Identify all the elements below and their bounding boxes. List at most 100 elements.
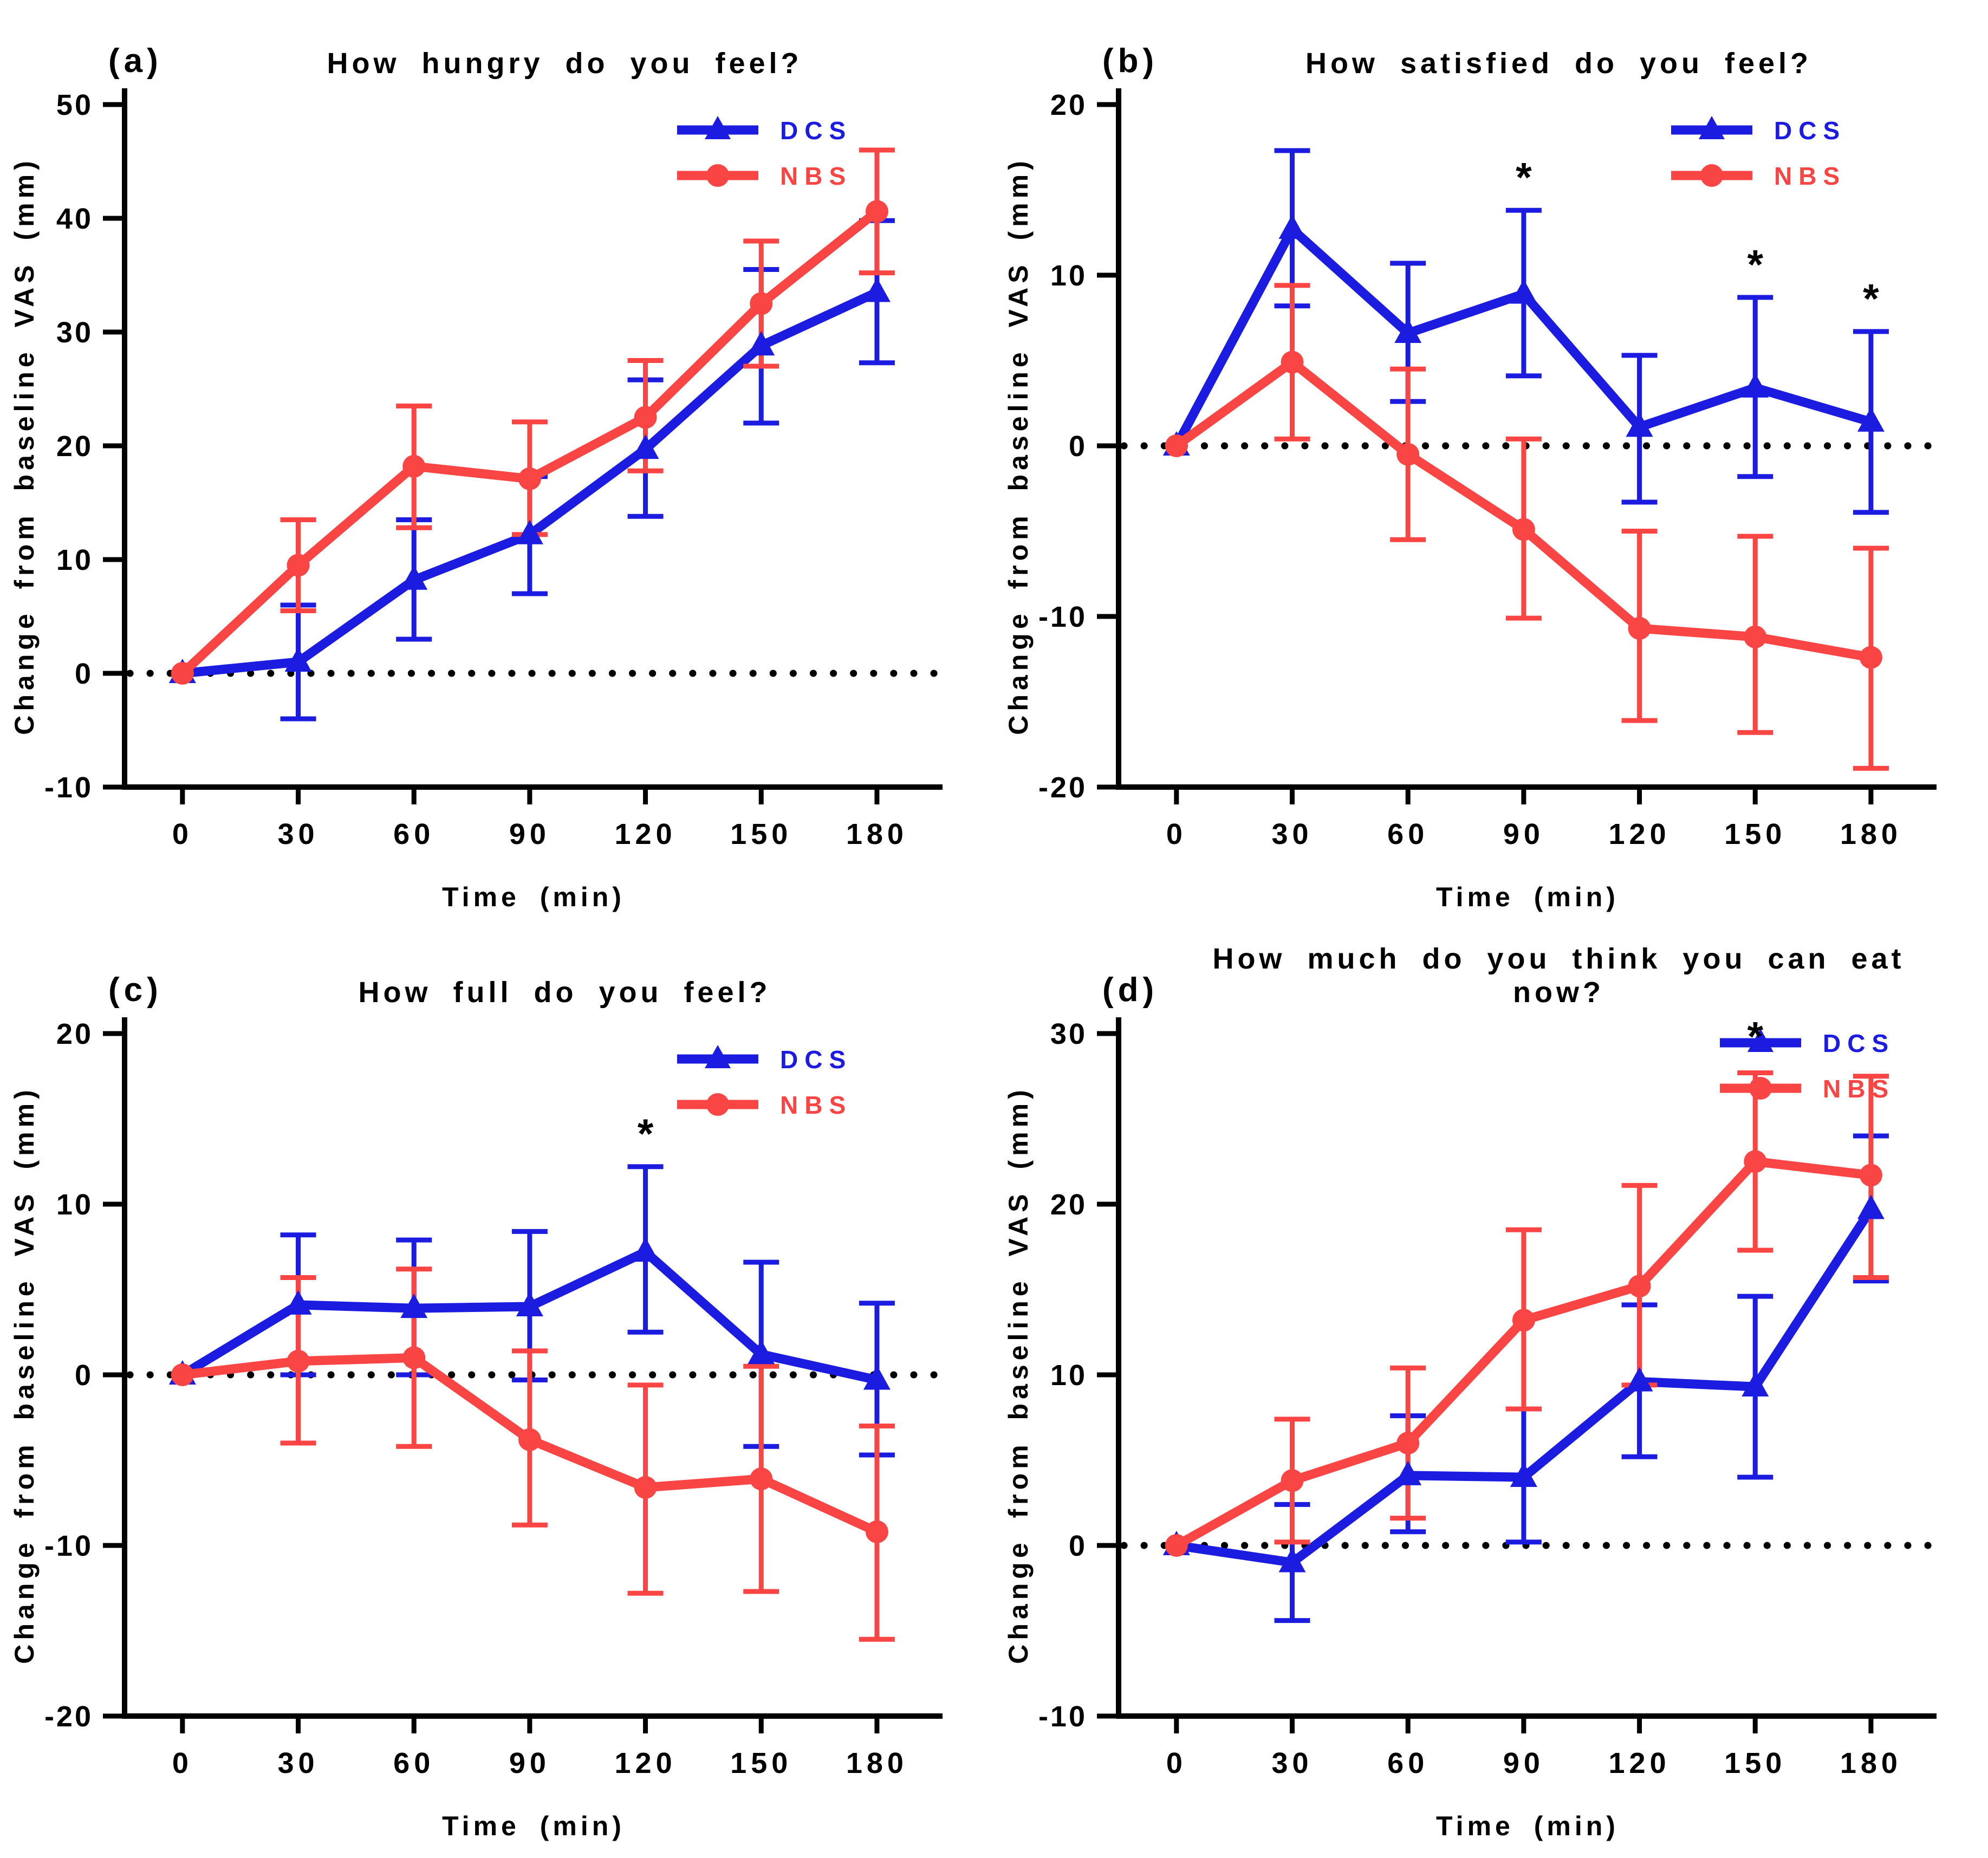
triangle-marker (400, 565, 428, 590)
x-tick-label: 180 (1840, 1747, 1902, 1779)
x-tick-label: 60 (1387, 818, 1428, 850)
axes (1116, 1017, 1937, 1719)
legend-circle-marker (1700, 164, 1723, 187)
circle-marker (1628, 1275, 1651, 1298)
y-axis-label: Change from baseline VAS (mm) (1003, 1086, 1034, 1664)
y-tick-label: 20 (1050, 1188, 1087, 1221)
panel-d-tag: (d) (1102, 971, 1159, 1009)
x-tick-label: 90 (509, 818, 550, 850)
circle-marker (634, 1476, 657, 1499)
triangle-marker (863, 1365, 891, 1390)
circle-marker (865, 1520, 888, 1543)
x-tick-label: 60 (393, 1747, 434, 1779)
panel-d-title: How much do you think you can eat now? (1212, 943, 1905, 1009)
significance-star: * (1747, 242, 1763, 288)
circle-marker (402, 454, 426, 478)
circle-marker (1859, 1164, 1882, 1187)
triangle-marker (748, 1340, 775, 1365)
circle-marker (1165, 434, 1188, 457)
circle-marker (1744, 1150, 1767, 1173)
circle-marker (750, 292, 773, 315)
triangle-marker (1857, 1194, 1885, 1219)
x-tick-label: 0 (172, 1747, 193, 1779)
x-tick-label: 90 (1503, 1747, 1544, 1779)
x-ticks: 0 30 60 90 120 150 180 (172, 1716, 904, 1779)
x-tick-label: 150 (1724, 1747, 1786, 1779)
x-tick-label: 0 (1166, 1747, 1187, 1779)
panel-c-header: (c) How full do you feel? (0, 929, 994, 1009)
circle-marker (1396, 1432, 1420, 1454)
panel-b-tag: (b) (1102, 42, 1159, 80)
significance-star: * (638, 1111, 654, 1157)
y-tick-label: -10 (1038, 1700, 1087, 1733)
panel-a-chart: -10 0 10 20 30 40 50 0 30 60 90 120 150 180 DCS NBS Time… (9, 88, 946, 912)
triangle-marker (516, 1292, 543, 1316)
y-tick-label: 20 (56, 1018, 93, 1050)
x-tick-label: 30 (1271, 1747, 1313, 1779)
legend-label-nbs: NBS (780, 1091, 852, 1119)
y-tick-label: -10 (44, 771, 93, 804)
circle-marker (171, 662, 194, 685)
panel-c-tag: (c) (108, 971, 163, 1009)
triangle-marker (284, 647, 312, 672)
legend-triangle-marker (705, 1045, 731, 1068)
triangle-marker (1394, 1460, 1422, 1485)
y-tick-label: 20 (1050, 89, 1087, 121)
y-tick-label: -20 (44, 1700, 93, 1733)
circle-marker (865, 200, 888, 223)
x-tick-label: 0 (172, 818, 193, 850)
circle-marker (518, 467, 541, 490)
y-tick-label: 10 (1050, 259, 1087, 292)
y-tick-label: -10 (44, 1530, 93, 1562)
legend: DCS NBS (1720, 1029, 1895, 1103)
triangle-marker (1510, 279, 1537, 304)
circle-marker (402, 1346, 426, 1369)
triangle-marker (1626, 412, 1653, 437)
series-nbs-errorbars (280, 1266, 895, 1642)
y-tick-label: 30 (1050, 1018, 1087, 1050)
y-axis-label: Change from baseline VAS (mm) (9, 1086, 40, 1664)
panel-b-header: (b) How satisfied do you feel? (994, 0, 1988, 80)
y-tick-label: -20 (1038, 771, 1087, 804)
significance-star: * (1747, 1014, 1763, 1060)
legend-label-dcs: DCS (780, 1045, 852, 1074)
series-nbs-markers (171, 1346, 888, 1543)
triangle-marker (1278, 214, 1306, 239)
x-ticks: 0 30 60 90 120 150 180 (1166, 1716, 1902, 1779)
triangle-marker (632, 1237, 659, 1262)
x-axis-label: Time (min) (1436, 882, 1619, 912)
legend-label-nbs: NBS (1823, 1075, 1895, 1103)
circle-marker (1281, 1469, 1304, 1492)
y-tick-label: 0 (75, 1359, 93, 1392)
axes (1116, 88, 1937, 790)
axes (122, 1017, 943, 1719)
y-tick-label: 30 (56, 316, 93, 349)
triangle-marker (1626, 1367, 1653, 1392)
y-ticks: -20 -10 0 10 20 (1038, 89, 1119, 804)
triangle-marker (284, 1290, 312, 1315)
legend-label-nbs: NBS (780, 162, 852, 190)
circle-marker (1512, 518, 1535, 541)
circle-marker (1281, 350, 1304, 374)
significance-star: * (1516, 155, 1532, 201)
panel-a-title: How hungry do you feel? (327, 47, 803, 80)
legend-label-dcs: DCS (1823, 1029, 1895, 1057)
y-tick-label: 10 (56, 1188, 93, 1221)
legend-label-nbs: NBS (1774, 162, 1846, 190)
x-axis-label: Time (min) (442, 1811, 625, 1841)
legend-label-dcs: DCS (1774, 116, 1846, 145)
panel-b-chart: -20 -10 0 10 20 0 30 60 90 120 150 180 DCS NBS * * * Time… (1003, 88, 1940, 912)
circle-marker (1628, 617, 1651, 640)
series-dcs-markers (168, 277, 891, 683)
panel-a: (a) How hungry do you feel? -10 0 10 20 30 40… (0, 0, 994, 929)
x-ticks: 0 30 60 90 120 150 180 (172, 787, 904, 850)
y-tick-label: 50 (56, 89, 93, 121)
legend-triangle-marker (1699, 116, 1725, 139)
x-tick-label: 30 (1271, 818, 1313, 850)
y-ticks: -10 0 10 20 30 (1038, 1018, 1119, 1733)
triangle-marker (863, 277, 891, 302)
x-tick-label: 150 (1724, 818, 1786, 850)
panel-a-tag: (a) (108, 42, 163, 80)
x-tick-label: 150 (730, 1747, 792, 1779)
legend-circle-marker (706, 164, 729, 187)
